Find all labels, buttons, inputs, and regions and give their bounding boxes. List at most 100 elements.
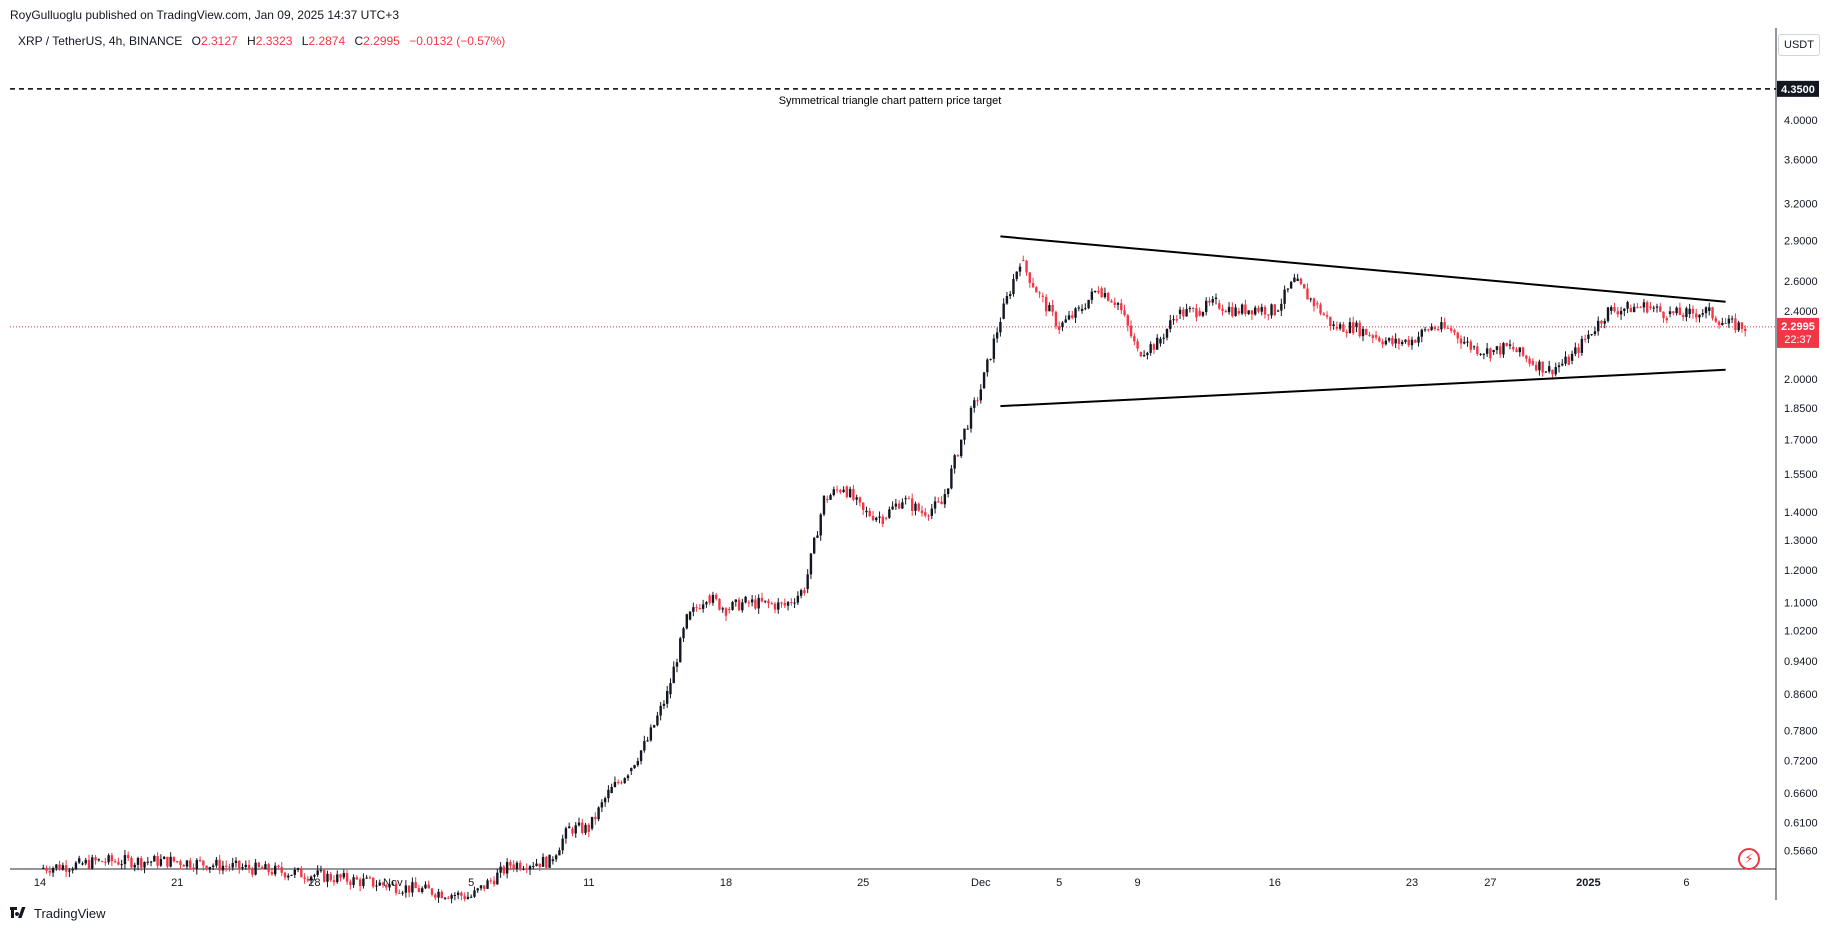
- candle-body: [1401, 341, 1404, 345]
- candle-body: [241, 867, 244, 869]
- candle-body: [456, 892, 460, 895]
- y-tick-label: 1.5500: [1784, 469, 1818, 481]
- candle-body: [110, 855, 114, 862]
- candle-body: [1675, 307, 1678, 314]
- candle-body: [1453, 330, 1456, 333]
- candle-body: [1632, 306, 1636, 313]
- candle-body: [1459, 338, 1463, 344]
- candle-body: [1652, 307, 1655, 309]
- candle-body: [574, 825, 577, 834]
- candle-body: [1009, 294, 1012, 297]
- candle-body: [260, 867, 264, 870]
- x-tick-label: Dec: [971, 877, 991, 889]
- candle-body: [969, 407, 973, 429]
- candle-body: [999, 321, 1002, 333]
- candle-body: [1267, 314, 1270, 316]
- lightning-icon[interactable]: ⚡: [1738, 848, 1760, 870]
- currency-selector[interactable]: USDT: [1778, 34, 1820, 56]
- candle-body: [326, 873, 329, 882]
- candle-body: [130, 857, 133, 868]
- candle-body: [522, 868, 525, 870]
- candle-body: [986, 359, 989, 373]
- candle-body: [300, 868, 303, 878]
- candle-body: [587, 824, 590, 832]
- candle-body: [1142, 355, 1146, 357]
- candle-body: [156, 856, 159, 866]
- candle-body: [247, 864, 251, 870]
- candle-body: [760, 597, 764, 602]
- low-value: 2.2874: [308, 34, 346, 48]
- candle-body: [633, 765, 636, 769]
- candle-body: [920, 510, 924, 514]
- candle-body: [786, 602, 790, 606]
- candle-body: [489, 880, 492, 882]
- candle-body: [1642, 302, 1646, 308]
- candle-body: [306, 878, 310, 881]
- publish-line: RoyGulluoglu published on TradingView.co…: [10, 8, 400, 22]
- candle-body: [600, 802, 604, 808]
- candle-body: [166, 856, 169, 867]
- candle-body: [1472, 346, 1476, 348]
- candle-body: [1580, 338, 1584, 353]
- candle-body: [1224, 310, 1227, 313]
- candle-body: [78, 858, 81, 863]
- candle-body: [1456, 332, 1459, 339]
- candle-body: [1639, 307, 1642, 309]
- change-value: −0.0132 (−0.57%): [409, 34, 506, 48]
- candle-body: [519, 862, 522, 870]
- candle-body: [1541, 361, 1544, 373]
- candle-body: [496, 872, 499, 885]
- candle-body: [1152, 344, 1156, 350]
- candle-body: [613, 781, 617, 787]
- candle-body: [649, 727, 653, 741]
- candle-body: [1090, 291, 1094, 300]
- candle-body: [1681, 315, 1685, 318]
- candle-body: [946, 488, 950, 495]
- candle-body: [1492, 350, 1495, 353]
- candle-body: [1149, 344, 1152, 353]
- candle-body: [1430, 326, 1433, 331]
- candle-body: [1237, 310, 1241, 314]
- candle-body: [842, 489, 845, 493]
- symbol-legend: XRP / TetherUS, 4h, BINANCE O2.3127 H2.3…: [18, 34, 505, 48]
- candle-body: [636, 761, 639, 766]
- candle-body: [1397, 338, 1401, 345]
- candle-body: [1312, 298, 1316, 307]
- candle-body: [1534, 364, 1538, 371]
- candle-body: [1489, 348, 1492, 359]
- candle-body: [1502, 343, 1505, 355]
- candle-body: [754, 599, 757, 609]
- candle-body: [123, 855, 127, 865]
- candle-body: [1025, 260, 1028, 273]
- trendline-upper[interactable]: [1000, 235, 1726, 303]
- candle-body: [97, 859, 100, 861]
- symbol-name[interactable]: XRP / TetherUS, 4h, BINANCE: [18, 34, 183, 48]
- candle-body: [1466, 341, 1469, 343]
- candle-body: [1156, 337, 1159, 350]
- candle-body: [568, 826, 571, 829]
- candle-body: [1368, 334, 1371, 336]
- candle-body: [1208, 300, 1211, 303]
- candle-body: [443, 897, 447, 899]
- candle-body: [1097, 290, 1100, 293]
- candle-body: [711, 594, 715, 603]
- candle-body: [254, 862, 257, 875]
- candle-body: [176, 861, 179, 863]
- candle-body: [117, 861, 120, 865]
- candle-body: [809, 553, 813, 575]
- candle-body: [172, 856, 176, 862]
- candle-body: [1041, 295, 1045, 297]
- candle-body: [104, 861, 107, 863]
- candle-body: [894, 503, 898, 507]
- candle-body: [1495, 346, 1499, 351]
- candle-body: [554, 855, 558, 860]
- x-tick-label: 11: [583, 877, 594, 889]
- candle-body: [1440, 322, 1443, 330]
- candle-body: [564, 828, 568, 839]
- candle-body: [424, 884, 427, 889]
- candle-body: [715, 594, 718, 599]
- trendline-lower[interactable]: [1000, 368, 1726, 408]
- candle-body: [1332, 324, 1335, 327]
- candle-body: [1655, 306, 1659, 308]
